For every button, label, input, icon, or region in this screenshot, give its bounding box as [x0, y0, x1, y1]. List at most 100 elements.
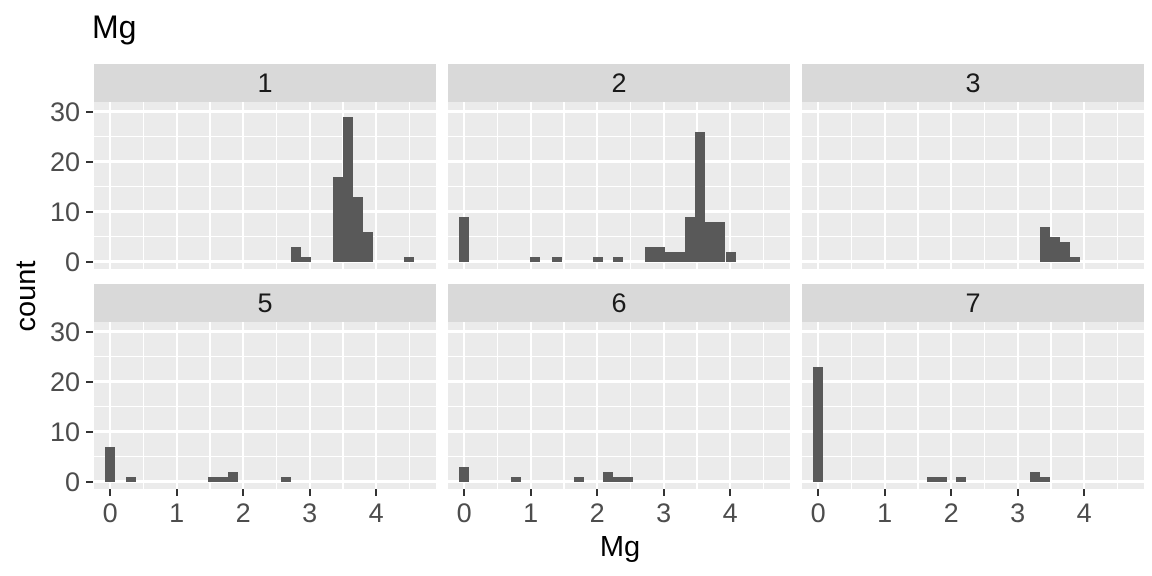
gridline-minor-horizontal: [448, 405, 790, 408]
gridline-minor-vertical: [629, 322, 632, 489]
y-axis-tick: [86, 210, 93, 213]
histogram-bar: [655, 246, 666, 262]
y-tick-label: 30: [49, 96, 80, 127]
facet-panel-3: [802, 102, 1144, 269]
gridline-major-vertical: [109, 322, 112, 489]
histogram-bar: [1069, 256, 1080, 262]
x-tick-label: 2: [589, 498, 605, 528]
gridline-minor-horizontal: [448, 185, 790, 188]
gridline-major-vertical: [242, 102, 245, 269]
x-axis-tick: [729, 489, 732, 496]
gridline-minor-vertical: [142, 322, 145, 489]
histogram-bar: [208, 476, 219, 482]
gridline-major-vertical: [817, 102, 820, 269]
y-tick-label: 20: [49, 366, 80, 397]
gridline-major-horizontal: [94, 330, 436, 333]
histogram-bar: [1039, 226, 1050, 262]
gridline-minor-horizontal: [802, 235, 1144, 238]
histogram-bar: [695, 131, 706, 262]
gridline-minor-vertical: [1116, 322, 1119, 489]
x-axis-tick: [375, 489, 378, 496]
gridline-major-vertical: [375, 102, 378, 269]
y-tick-label: 20: [49, 146, 80, 177]
gridline-minor-horizontal: [94, 455, 436, 458]
gridline-minor-vertical: [275, 322, 278, 489]
x-tick-label: 0: [102, 498, 118, 528]
gridline-minor-horizontal: [802, 405, 1144, 408]
gridline-major-vertical: [729, 102, 732, 269]
gridline-minor-vertical: [342, 322, 344, 489]
gridline-minor-vertical: [209, 322, 211, 489]
gridline-minor-vertical: [563, 322, 565, 489]
plot-title: Mg: [92, 9, 137, 45]
x-tick-label: 3: [302, 498, 318, 528]
histogram-bar: [645, 246, 656, 262]
y-axis-tick: [86, 330, 93, 333]
gridline-major-horizontal: [802, 210, 1144, 213]
facet-strip-label: 1: [257, 67, 273, 98]
gridline-minor-horizontal: [448, 135, 790, 138]
histogram-bar: [665, 251, 676, 262]
gridline-minor-horizontal: [802, 355, 1144, 358]
histogram-bar: [332, 176, 343, 262]
gridline-minor-vertical: [1050, 102, 1052, 269]
x-axis-tick: [463, 489, 466, 496]
gridline-minor-horizontal: [802, 135, 1144, 138]
x-axis-tick: [529, 489, 532, 496]
histogram-bar: [404, 256, 415, 262]
histogram-bar: [511, 476, 522, 482]
x-tick-label: 1: [523, 498, 539, 528]
x-tick-label: 1: [169, 498, 185, 528]
y-tick-label: 0: [64, 466, 80, 497]
gridline-minor-horizontal: [94, 135, 436, 138]
gridline-major-vertical: [109, 102, 112, 269]
facet-strip-label: 3: [965, 67, 981, 98]
facet-panel-2: [448, 102, 790, 269]
histogram-bar: [1039, 476, 1050, 482]
gridline-major-horizontal: [94, 430, 436, 433]
gridline-major-horizontal: [94, 160, 436, 163]
x-axis-tick: [175, 489, 178, 496]
gridline-minor-horizontal: [94, 405, 436, 408]
x-axis-tick: [950, 489, 953, 496]
gridline-minor-vertical: [1050, 322, 1052, 489]
y-tick-label: 30: [49, 316, 80, 347]
gridline-minor-vertical: [917, 322, 919, 489]
gridline-major-horizontal: [448, 330, 790, 333]
gridline-major-horizontal: [94, 260, 436, 263]
histogram-bar: [1049, 236, 1060, 262]
x-tick-label: 0: [456, 498, 472, 528]
histogram-bar: [459, 466, 470, 482]
facet-strip-label: 2: [611, 67, 627, 98]
facet-panel-1: [94, 102, 436, 269]
gridline-major-vertical: [662, 322, 665, 489]
y-axis-tick: [86, 380, 93, 383]
x-tick-label: 4: [368, 498, 384, 528]
gridline-major-horizontal: [802, 160, 1144, 163]
histogram-bar: [675, 251, 686, 262]
gridline-minor-vertical: [408, 322, 411, 489]
gridline-major-horizontal: [802, 330, 1144, 333]
y-tick-label: 10: [49, 196, 80, 227]
gridline-major-vertical: [1016, 322, 1019, 489]
gridline-major-vertical: [1083, 322, 1086, 489]
x-tick-label: 3: [1010, 498, 1026, 528]
facet-strip: 7: [802, 284, 1144, 322]
y-axis-tick: [86, 480, 93, 483]
gridline-major-vertical: [1016, 102, 1019, 269]
gridline-major-vertical: [175, 322, 178, 489]
x-axis-title: Mg: [599, 531, 641, 563]
gridline-major-horizontal: [448, 430, 790, 433]
gridline-minor-vertical: [209, 102, 211, 269]
gridline-minor-vertical: [496, 322, 499, 489]
x-axis-tick: [817, 489, 820, 496]
gridline-major-vertical: [463, 102, 466, 269]
y-axis-tick: [86, 430, 93, 433]
gridline-minor-horizontal: [94, 355, 436, 358]
gridline-major-horizontal: [802, 380, 1144, 383]
x-axis-tick: [662, 489, 665, 496]
histogram-bar: [551, 256, 562, 262]
histogram-bar: [352, 196, 363, 262]
gridline-major-horizontal: [94, 110, 436, 113]
